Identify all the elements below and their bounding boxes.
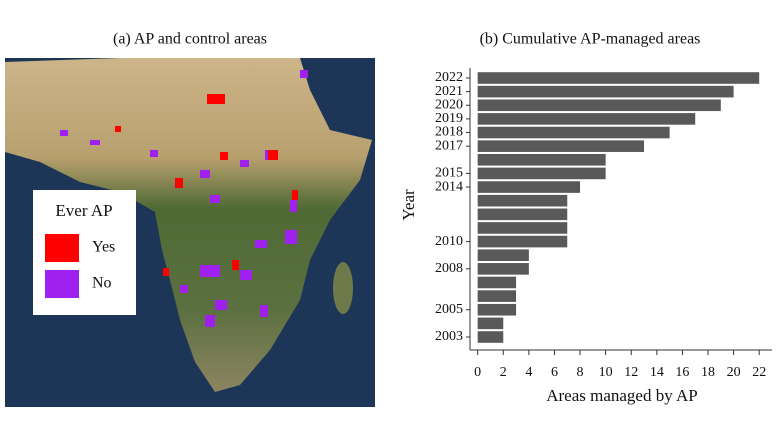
y-axis-label: Year [399, 189, 418, 221]
x-tick-label: 8 [577, 365, 584, 380]
y-tick-label: 2022 [435, 70, 463, 85]
y-tick-label: 2015 [435, 166, 463, 181]
legend-swatch [45, 234, 79, 262]
x-tick-label: 22 [752, 365, 766, 380]
bar [477, 167, 606, 180]
bar [477, 85, 734, 98]
bar [477, 181, 581, 193]
y-tick-label: 2014 [435, 179, 463, 194]
bar [477, 276, 517, 289]
x-tick-label: 18 [701, 365, 715, 380]
chart-title: (a) AP and control areas [113, 31, 267, 48]
x-tick-label: 2 [500, 365, 507, 380]
x-tick-label: 16 [675, 365, 689, 380]
bar [477, 208, 568, 221]
legend-label: No [92, 275, 112, 292]
y-tick-label: 2020 [435, 97, 463, 112]
y-tick-label: 2008 [435, 261, 463, 276]
legend-swatch [45, 270, 79, 298]
x-tick-label: 10 [599, 365, 613, 380]
bar [477, 153, 606, 166]
y-tick-label: 2010 [435, 234, 463, 249]
x-tick-label: 20 [727, 365, 741, 380]
bar [477, 331, 504, 343]
bar [477, 222, 568, 234]
y-tick-label: 2003 [435, 329, 463, 344]
x-tick-label: 12 [624, 365, 638, 380]
y-tick-label: 2005 [435, 302, 463, 317]
bar [477, 235, 568, 248]
map-panel: Ever AP (a) AP and control areas [5, 31, 375, 407]
bar [477, 140, 645, 152]
legend-label: Yes [92, 239, 115, 256]
bar [477, 72, 760, 84]
bar [477, 126, 670, 139]
bar [477, 263, 529, 275]
bar [477, 99, 721, 112]
y-tick-label: 2019 [435, 111, 463, 126]
y-tick-label: 2017 [435, 138, 463, 153]
x-tick-label: 0 [474, 365, 481, 380]
chart-title: (b) Cumulative AP-managed areas [480, 31, 701, 48]
x-tick-label: 6 [551, 365, 558, 380]
bar [477, 290, 517, 302]
bar [477, 317, 504, 330]
island [333, 262, 353, 314]
x-tick-label: 14 [650, 365, 664, 380]
y-tick-label: 2021 [435, 84, 463, 99]
x-tick-label: 4 [525, 365, 532, 380]
areas-ap [115, 94, 298, 276]
bar [477, 113, 696, 125]
x-axis-label: Areas managed by AP [546, 386, 698, 405]
bar [477, 249, 529, 262]
bar [477, 303, 517, 316]
bar [477, 194, 568, 207]
y-tick-label: 2018 [435, 125, 463, 140]
legend-title: Ever AP [55, 201, 112, 220]
